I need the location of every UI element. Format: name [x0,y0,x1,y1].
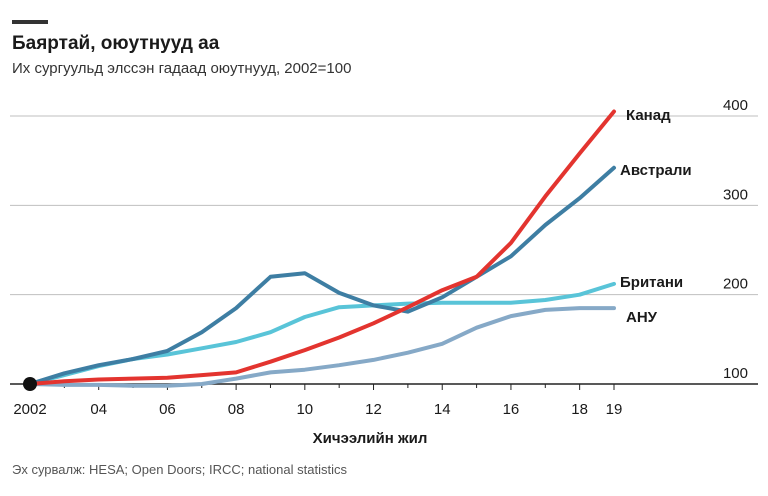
x-tick-label: 16 [503,401,520,418]
x-tick-label: 04 [90,401,107,418]
x-tick-label: 08 [228,401,245,418]
series-label: Британи [620,274,683,291]
series-label: АНУ [626,309,658,326]
grid-lines [10,115,758,385]
y-axis-labels: 100 200 300 400 [723,97,748,382]
chart-subtitle: Их сургуульд элссэн гадаад оюутнууд, 200… [12,60,352,77]
y-tick-label: 400 [723,97,748,114]
x-tick-label: 2002 [13,401,46,418]
chart-title: Баяртай, оюутнууд аа [12,33,220,54]
start-point-marker [23,377,37,391]
x-axis: 2002 04 06 08 10 12 14 16 18 19 [13,384,622,418]
x-axis-label: Хичээлийн жил [313,430,428,447]
series-line-3 [28,306,616,388]
series-label: Канад [626,107,671,124]
y-tick-label: 300 [723,186,748,203]
series-lines [23,109,616,391]
x-tick-label: 18 [571,401,588,418]
y-tick-label: 200 [723,276,748,293]
source-note: Эх сурвалж: HESA; Open Doors; IRCC; nati… [12,462,347,477]
x-tick-label: 14 [434,401,451,418]
header-accent-bar [12,20,48,24]
series-label: Австрали [620,162,692,179]
series-line-1 [28,165,616,386]
x-tick-label: 19 [606,401,623,418]
x-tick-label: 10 [296,401,313,418]
series-line-0 [28,109,616,386]
x-tick-label: 06 [159,401,176,418]
y-tick-label: 100 [723,365,748,382]
series-labels: АНУ Британи Австрали Канад [620,107,692,326]
x-tick-label: 12 [365,401,382,418]
